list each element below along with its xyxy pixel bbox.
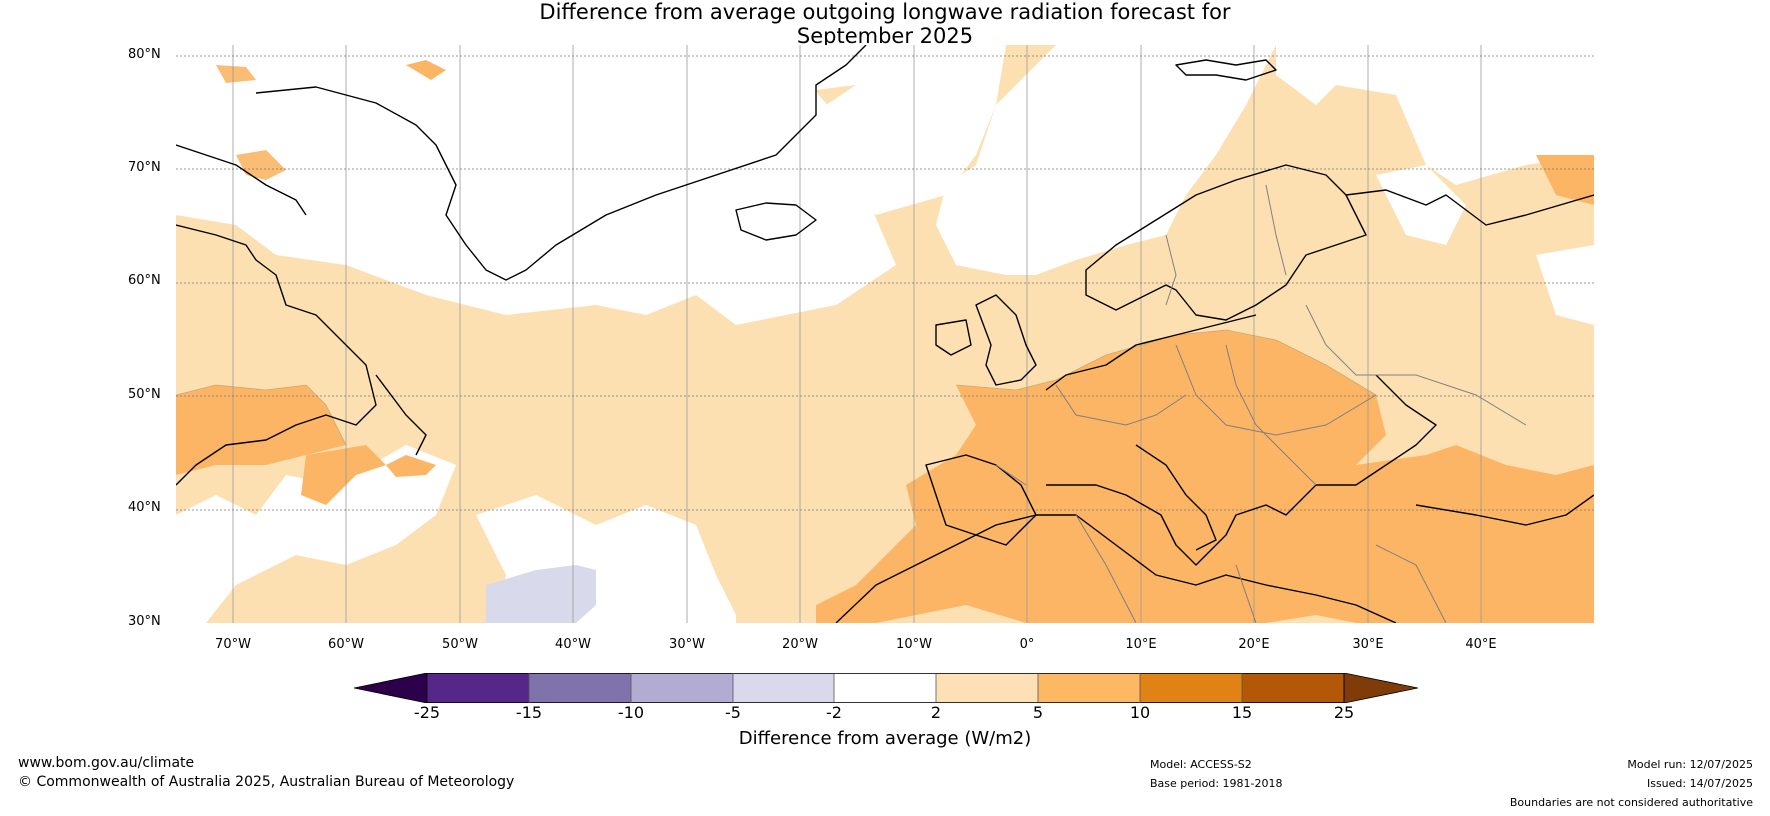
- lon-label-30w: 30°W: [669, 637, 705, 652]
- colorbar-tick: -10: [617, 703, 645, 722]
- lon-label-40e: 40°E: [1465, 637, 1497, 652]
- colorbar-segment-below-25: [353, 672, 428, 704]
- map-title-line1: Difference from average outgoing longwav…: [539, 0, 1231, 24]
- colorbar-segment-15-10: [529, 673, 631, 703]
- lon-label-0: 0°: [1019, 637, 1035, 652]
- coastlines: [175, 44, 1595, 624]
- lon-label-60w: 60°W: [328, 637, 364, 652]
- base-period-text: Base period: 1981-2018: [1150, 777, 1283, 790]
- colorbar-segment-2-5: [936, 673, 1038, 703]
- lat-label-80n: 80°N: [128, 47, 161, 62]
- colorbar-svg: [353, 672, 1419, 704]
- country-borders: [995, 184, 1527, 624]
- colorbar-tick: 10: [1129, 703, 1151, 722]
- colorbar-dividers: [528, 673, 1243, 703]
- forecast-map-svg: [175, 44, 1595, 624]
- lat-label-40n: 40°N: [128, 500, 161, 515]
- lon-label-20w: 20°W: [782, 637, 818, 652]
- colorbar-tick: -5: [725, 703, 741, 722]
- anomaly-5-to-10-regions: [176, 60, 1594, 623]
- colorbar-segment-5-2: [733, 673, 834, 703]
- colorbar-tick: 5: [1032, 703, 1044, 722]
- latitude-gridlines: [176, 55, 1594, 511]
- colorbar-segment-10-5: [631, 673, 733, 703]
- colorbar-segment-15-25: [1242, 673, 1344, 703]
- map-title-line2: September 2025: [796, 24, 974, 48]
- model-run-text: Model run: 12/07/2025: [1627, 758, 1753, 771]
- anomaly-minus5-to-minus2: [486, 565, 596, 623]
- lon-label-10e: 10°E: [1125, 637, 1157, 652]
- colorbar-tick: 15: [1231, 703, 1253, 722]
- model-text: Model: ACCESS-S2: [1150, 758, 1252, 771]
- colorbar-tick: -15: [515, 703, 543, 722]
- lat-label-70n: 70°N: [128, 160, 161, 175]
- colorbar-segment-25-15: [427, 673, 529, 703]
- lat-label-60n: 60°N: [128, 273, 161, 288]
- lon-label-10w: 10°W: [896, 637, 932, 652]
- colorbar-segment-2-2: [834, 673, 936, 703]
- colorbar-tick: -2: [826, 703, 842, 722]
- colorbar-label: Difference from average (W/m2): [738, 728, 1032, 749]
- lon-label-40w: 40°W: [555, 637, 591, 652]
- colorbar-outline: [426, 673, 1345, 704]
- colorbar-segment-above-25: [1343, 672, 1419, 704]
- colorbar: [353, 672, 1419, 704]
- lon-label-70w: 70°W: [215, 637, 251, 652]
- colorbar-tick: -25: [413, 703, 441, 722]
- website-link[interactable]: www.bom.gov.au/climate: [18, 755, 195, 771]
- colorbar-segment-10-15: [1140, 673, 1242, 703]
- lon-label-50w: 50°W: [442, 637, 478, 652]
- lon-label-30e: 30°E: [1352, 637, 1384, 652]
- lat-label-50n: 50°N: [128, 387, 161, 402]
- anomaly-near-average-regions: [176, 45, 1594, 623]
- disclaimer-text: Boundaries are not considered authoritat…: [1509, 796, 1753, 809]
- copyright-text: © Commonwealth of Australia 2025, Austra…: [18, 774, 515, 790]
- issued-text: Issued: 14/07/2025: [1646, 777, 1753, 790]
- map-title: Difference from average outgoing longwav…: [0, 0, 1770, 48]
- colorbar-tick: 25: [1333, 703, 1355, 722]
- lon-label-20e: 20°E: [1238, 637, 1270, 652]
- lat-label-30n: 30°N: [128, 614, 161, 629]
- forecast-map: [175, 44, 1595, 624]
- colorbar-tick: 2: [930, 703, 942, 722]
- colorbar-segment-5-10: [1038, 673, 1140, 703]
- longitude-gridlines: [232, 45, 1482, 623]
